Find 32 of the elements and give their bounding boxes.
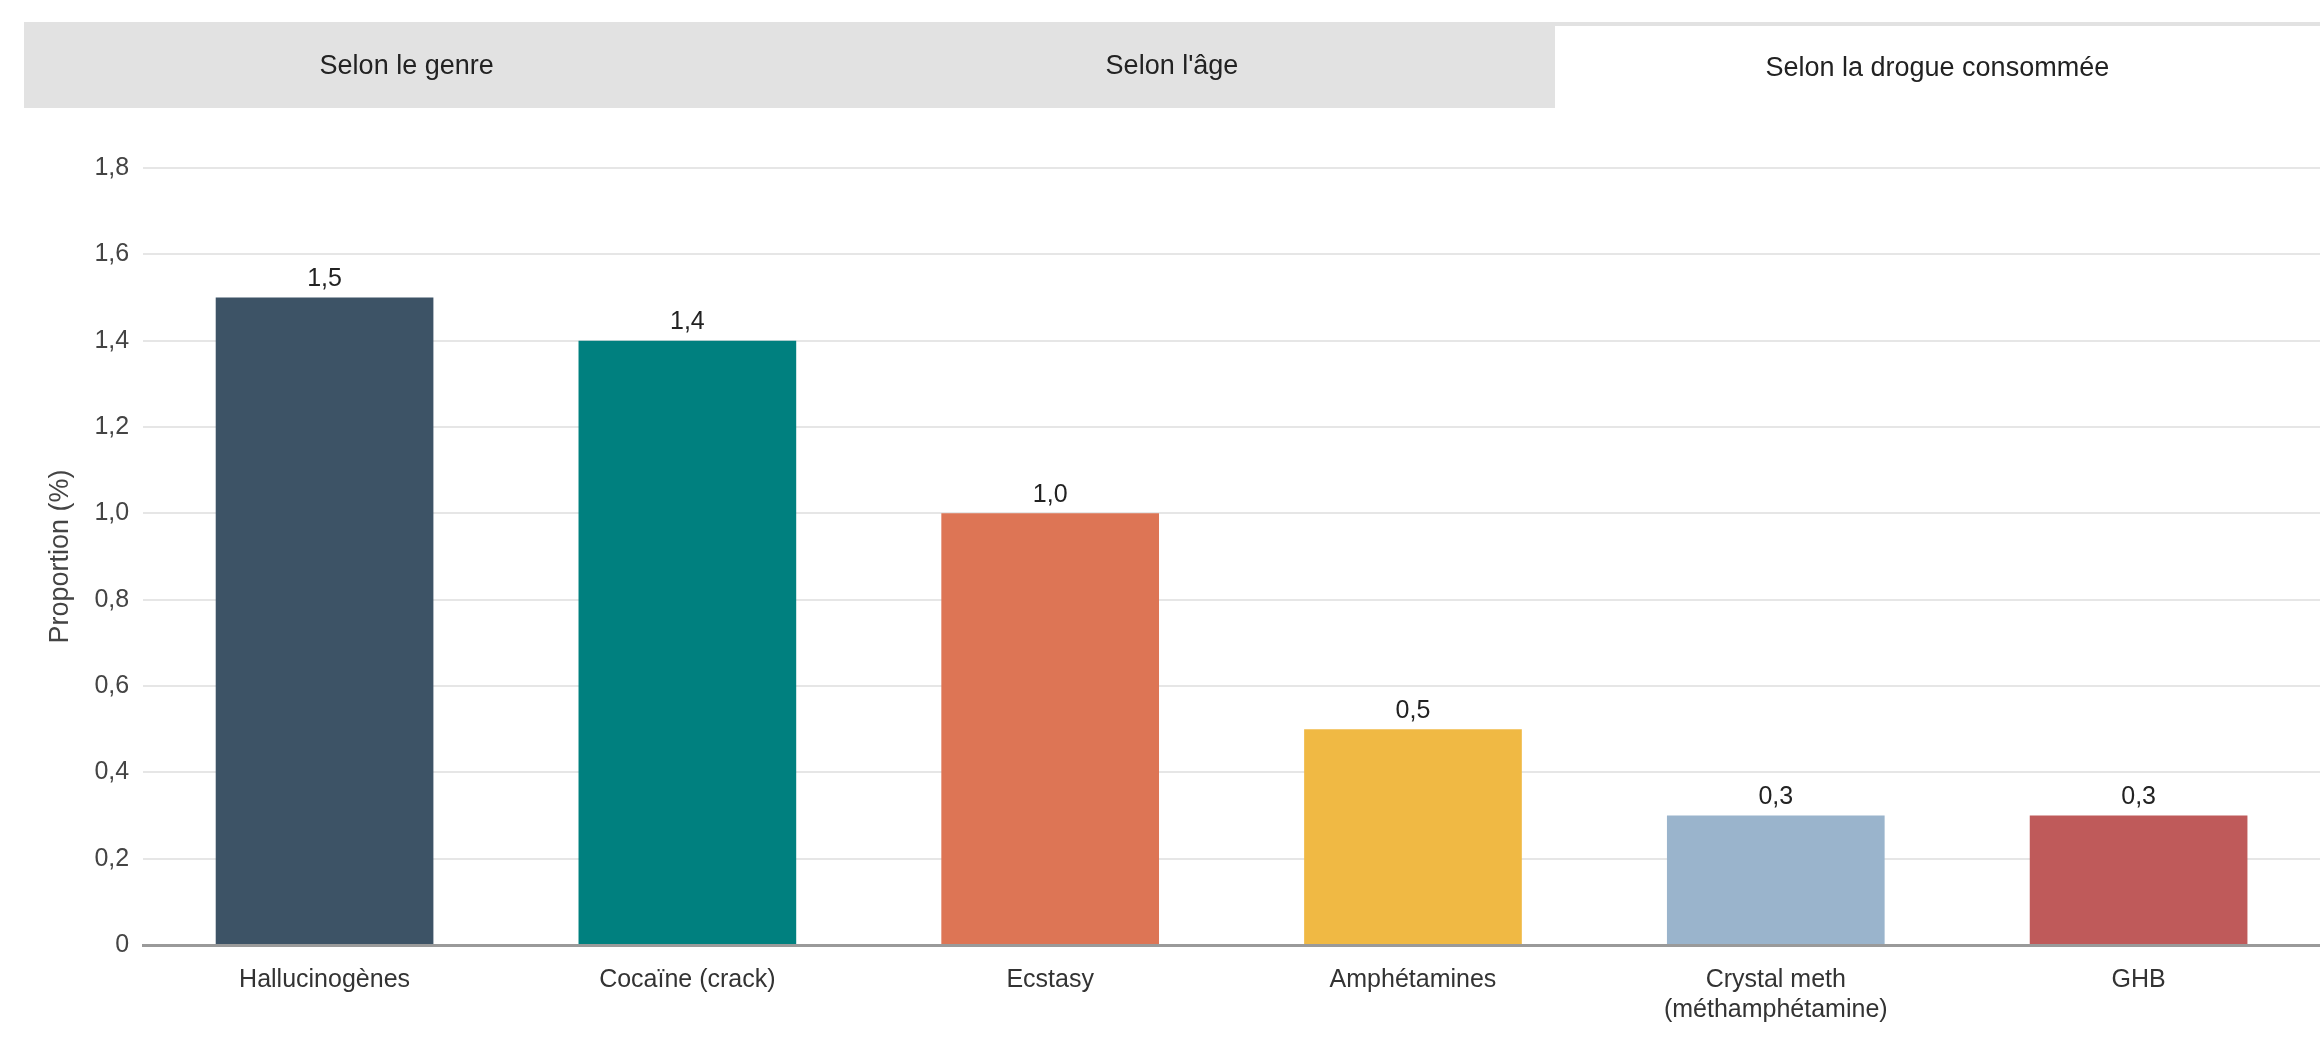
y-axis-title: Proportion (%) [43,469,74,644]
text: Selon le genre [318,48,495,82]
x-tick-label: Cocaïne (crack) [599,963,776,992]
data-label: 0,3 [2121,780,2156,809]
bar [2029,815,2248,944]
data-label: 1,5 [307,262,342,291]
y-tick-label: 1,8 [94,151,130,180]
data-label: 0,3 [1758,780,1794,809]
y-tick-label: 0,4 [94,756,130,785]
y-tick-label: 0,2 [94,842,130,871]
x-tick-label: Amphétamines [1329,963,1497,992]
y-tick-label: 0 [115,928,130,957]
y-tick-label: 0,6 [94,669,130,698]
x-tick-label: Hallucinogènes [239,963,411,992]
data-label: 1,0 [1032,478,1068,507]
x-tick-label: GHB [2111,963,2166,992]
data-label: 0,5 [1395,694,1431,723]
y-tick-label: 1,0 [94,497,130,526]
x-tick-label: Crystal meth (méthamphétamine) [1663,963,1888,1022]
text: Selon la drogue consommée [1554,26,2320,108]
x-tick-label: Ecstasy [1006,963,1095,992]
bar [1666,815,1885,944]
data-label: 1,4 [669,306,705,335]
y-tick-label: 0,8 [94,583,130,612]
text: Selon l'âge [1104,48,1240,82]
bar [941,513,1160,944]
bar [1304,729,1522,944]
y-tick-label: 1,4 [94,324,130,353]
bar [215,297,434,944]
y-tick-label: 1,6 [94,238,130,267]
bar [578,340,797,944]
y-tick-label: 1,2 [94,410,130,439]
